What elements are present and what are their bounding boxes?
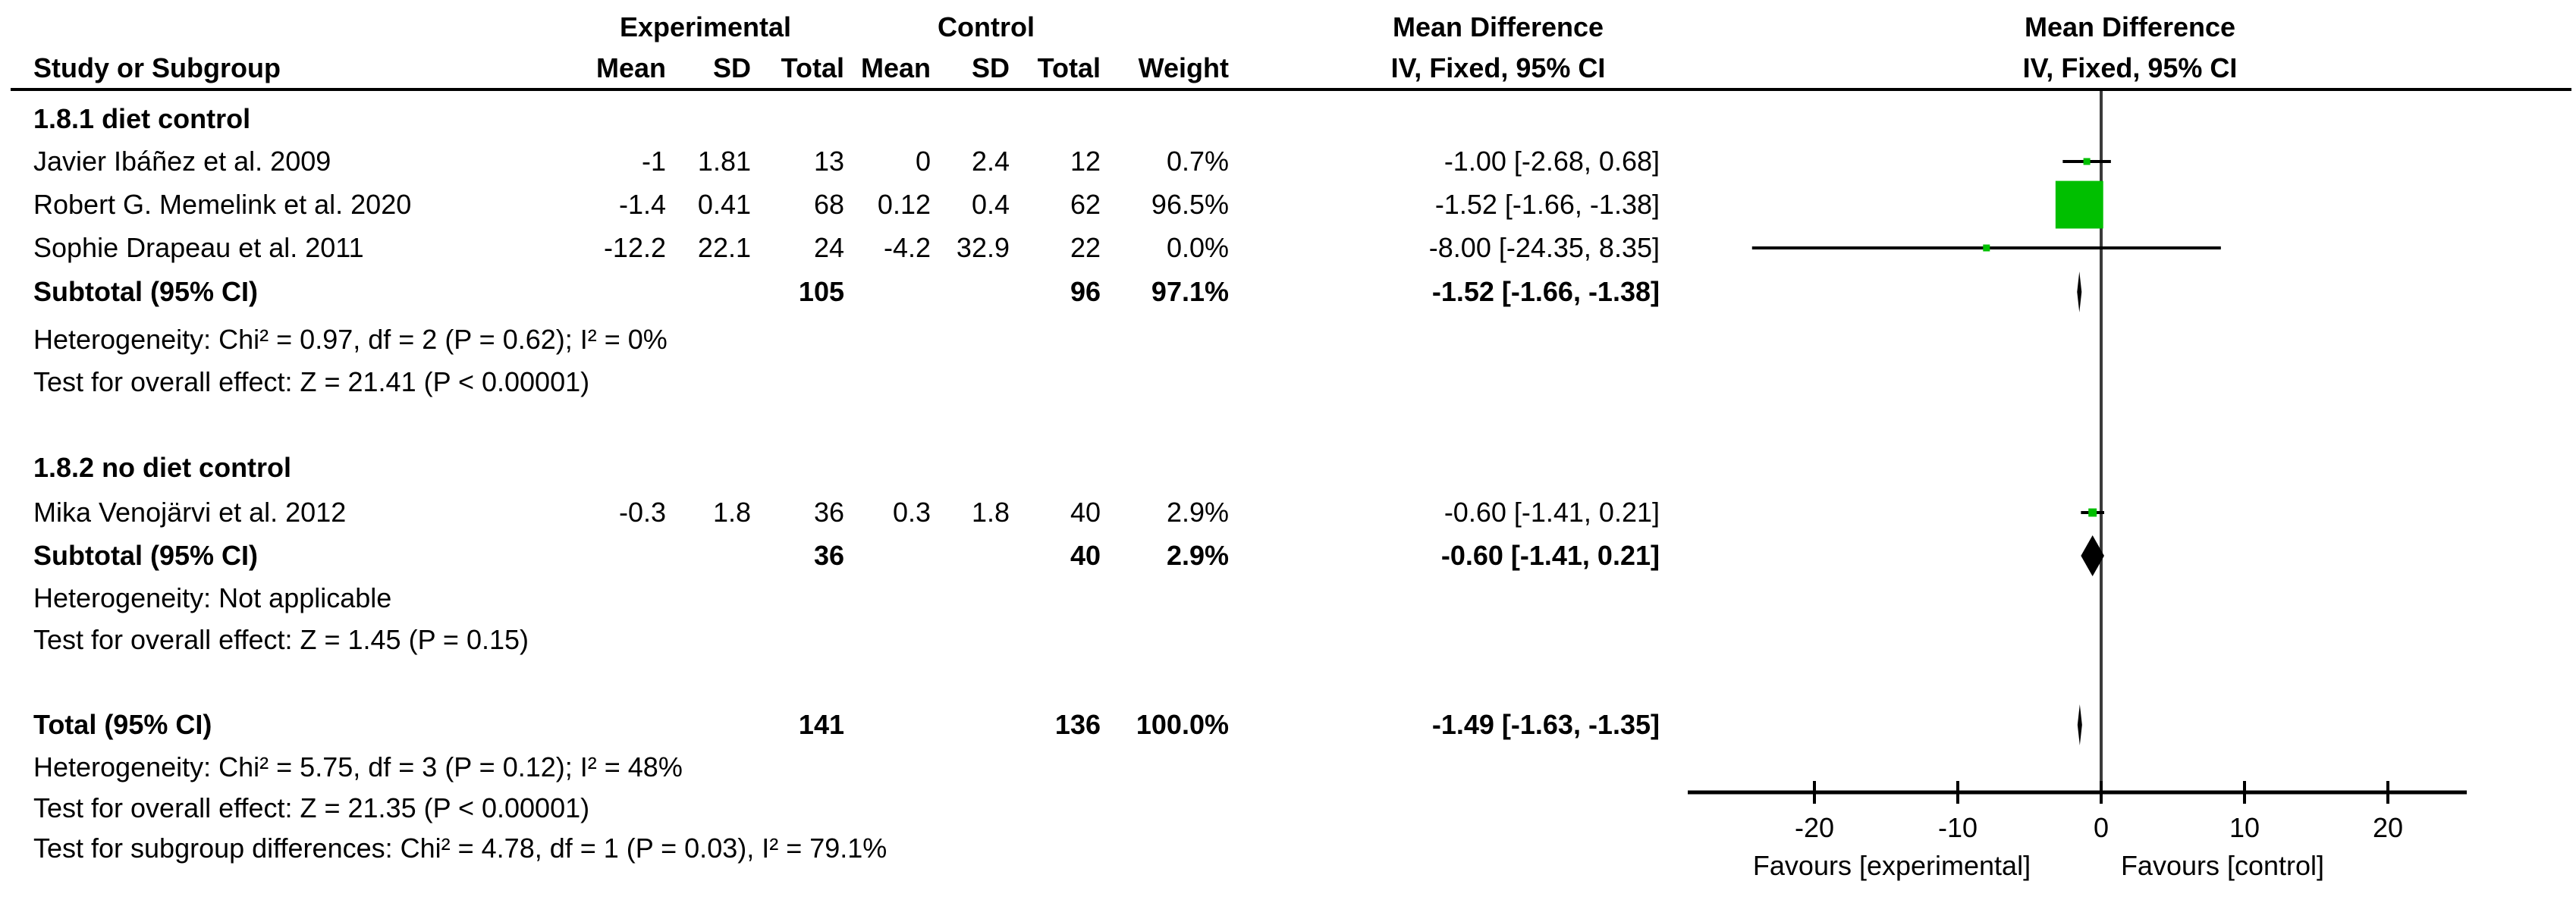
cell-md-ci: -1.52 [-1.66, -1.38] (1434, 189, 1660, 220)
cell-weight: 100.0% (1136, 709, 1229, 740)
cell-exp-total: 105 (798, 276, 844, 307)
favours-experimental-label: Favours [experimental] (1753, 850, 2031, 881)
header-md-line1: Mean Difference (1392, 11, 1604, 42)
cell-ctl-total: 62 (1070, 189, 1101, 220)
header-md-line2: IV, Fixed, 95% CI (1390, 52, 1606, 83)
axis-tick-label: -10 (1938, 812, 1978, 843)
cell-ctl-total: 96 (1070, 276, 1101, 307)
cell-ctl-sd: 0.4 (971, 189, 1010, 220)
axis-tick-label: 10 (2229, 812, 2260, 843)
overall-effect-text: Test for overall effect: Z = 1.45 (P = 0… (33, 624, 529, 655)
cell-md-ci: -1.52 [-1.66, -1.38] (1431, 276, 1660, 307)
cell-exp-total: 141 (798, 709, 844, 740)
axis-tick-label: -20 (1795, 812, 1834, 843)
header-ctl-sd: SD (971, 52, 1010, 83)
subgroup-label: 1.8.1 diet control (33, 103, 251, 134)
subgroup-label: 1.8.2 no diet control (33, 452, 292, 483)
cell-exp-total: 13 (813, 146, 844, 177)
subgroup-differences-text: Test for subgroup differences: Chi² = 4.… (33, 833, 887, 864)
header-ctl-mean: Mean (860, 52, 931, 83)
cell-weight: 96.5% (1151, 189, 1229, 220)
header-exp-mean: Mean (595, 52, 666, 83)
header-exp-sd: SD (712, 52, 751, 83)
cell-exp-total: 68 (813, 189, 844, 220)
cell-md-ci: -0.60 [-1.41, 0.21] (1444, 497, 1660, 528)
favours-control-label: Favours [control] (2121, 850, 2324, 881)
cell-md-ci: -1.00 [-2.68, 0.68] (1444, 146, 1660, 177)
cell-ctl-total: 40 (1070, 497, 1101, 528)
heterogeneity-text: Heterogeneity: Chi² = 0.97, df = 2 (P = … (33, 324, 668, 355)
cell-exp-total: 24 (813, 232, 844, 263)
cell-ctl-mean: 0 (915, 146, 931, 177)
cell-exp-sd: 0.41 (697, 189, 751, 220)
cell-exp-sd: 1.8 (712, 497, 751, 528)
cell-ctl-total: 136 (1054, 709, 1101, 740)
cell-weight: 0.7% (1166, 146, 1229, 177)
cell-ctl-sd: 1.8 (971, 497, 1010, 528)
cell-ctl-total: 22 (1070, 232, 1101, 263)
study-name: Javier Ibáñez et al. 2009 (33, 146, 331, 177)
study-name: Robert G. Memelink et al. 2020 (33, 189, 412, 220)
overall-effect-text: Test for overall effect: Z = 21.41 (P < … (33, 366, 590, 397)
cell-ctl-sd: 32.9 (956, 232, 1010, 263)
cell-ctl-mean: 0.12 (877, 189, 931, 220)
cell-ctl-mean: 0.3 (892, 497, 931, 528)
cell-ctl-sd: 2.4 (971, 146, 1010, 177)
total-diamond (2077, 704, 2082, 745)
study-marker-square (2088, 508, 2097, 517)
cell-weight: 0.0% (1166, 232, 1229, 263)
subtotal-label: Subtotal (95% CI) (33, 276, 259, 307)
study-marker-square (1983, 244, 1990, 252)
cell-md-ci: -8.00 [-24.35, 8.35] (1428, 232, 1660, 263)
cell-exp-mean: -1 (641, 146, 666, 177)
heterogeneity-text: Heterogeneity: Not applicable (33, 582, 392, 613)
cell-exp-total: 36 (813, 540, 844, 571)
cell-ctl-mean: -4.2 (883, 232, 931, 263)
cell-ctl-total: 40 (1070, 540, 1101, 571)
study-marker-square (2083, 158, 2091, 165)
cell-ctl-total: 12 (1070, 146, 1101, 177)
header-study-or-subgroup: Study or Subgroup (33, 52, 281, 83)
axis-tick-label: 0 (2094, 812, 2109, 843)
cell-exp-total: 36 (813, 497, 844, 528)
study-name: Mika Venojärvi et al. 2012 (33, 497, 347, 528)
cell-weight: 2.9% (1166, 540, 1229, 571)
cell-weight: 2.9% (1166, 497, 1229, 528)
header-ctl-total: Total (1037, 52, 1101, 83)
total-heterogeneity-text: Heterogeneity: Chi² = 5.75, df = 3 (P = … (33, 751, 683, 782)
header-plot-line2: IV, Fixed, 95% CI (2022, 52, 2238, 83)
study-marker-square (2055, 180, 2103, 229)
total-label: Total (95% CI) (33, 709, 212, 740)
header-experimental-group: Experimental (619, 11, 792, 42)
header-plot-line1: Mean Difference (2024, 11, 2236, 42)
total-overall-effect-text: Test for overall effect: Z = 21.35 (P < … (33, 792, 590, 823)
cell-md-ci: -0.60 [-1.41, 0.21] (1440, 540, 1660, 571)
cell-exp-sd: 22.1 (697, 232, 751, 263)
cell-exp-sd: 1.81 (697, 146, 751, 177)
subtotal-label: Subtotal (95% CI) (33, 540, 259, 571)
cell-exp-mean: -0.3 (618, 497, 666, 528)
axis-tick-label: 20 (2373, 812, 2403, 843)
header-weight: Weight (1138, 52, 1229, 83)
cell-exp-mean: -1.4 (618, 189, 666, 220)
header-underline (11, 88, 2571, 91)
cell-md-ci: -1.49 [-1.63, -1.35] (1431, 709, 1660, 740)
subtotal-diamond (2081, 535, 2104, 576)
cell-exp-mean: -12.2 (603, 232, 666, 263)
header-control-group: Control (938, 11, 1035, 42)
subtotal-diamond (2077, 271, 2082, 312)
study-name: Sophie Drapeau et al. 2011 (33, 232, 364, 263)
header-exp-total: Total (781, 52, 844, 83)
cell-weight: 97.1% (1151, 276, 1229, 307)
